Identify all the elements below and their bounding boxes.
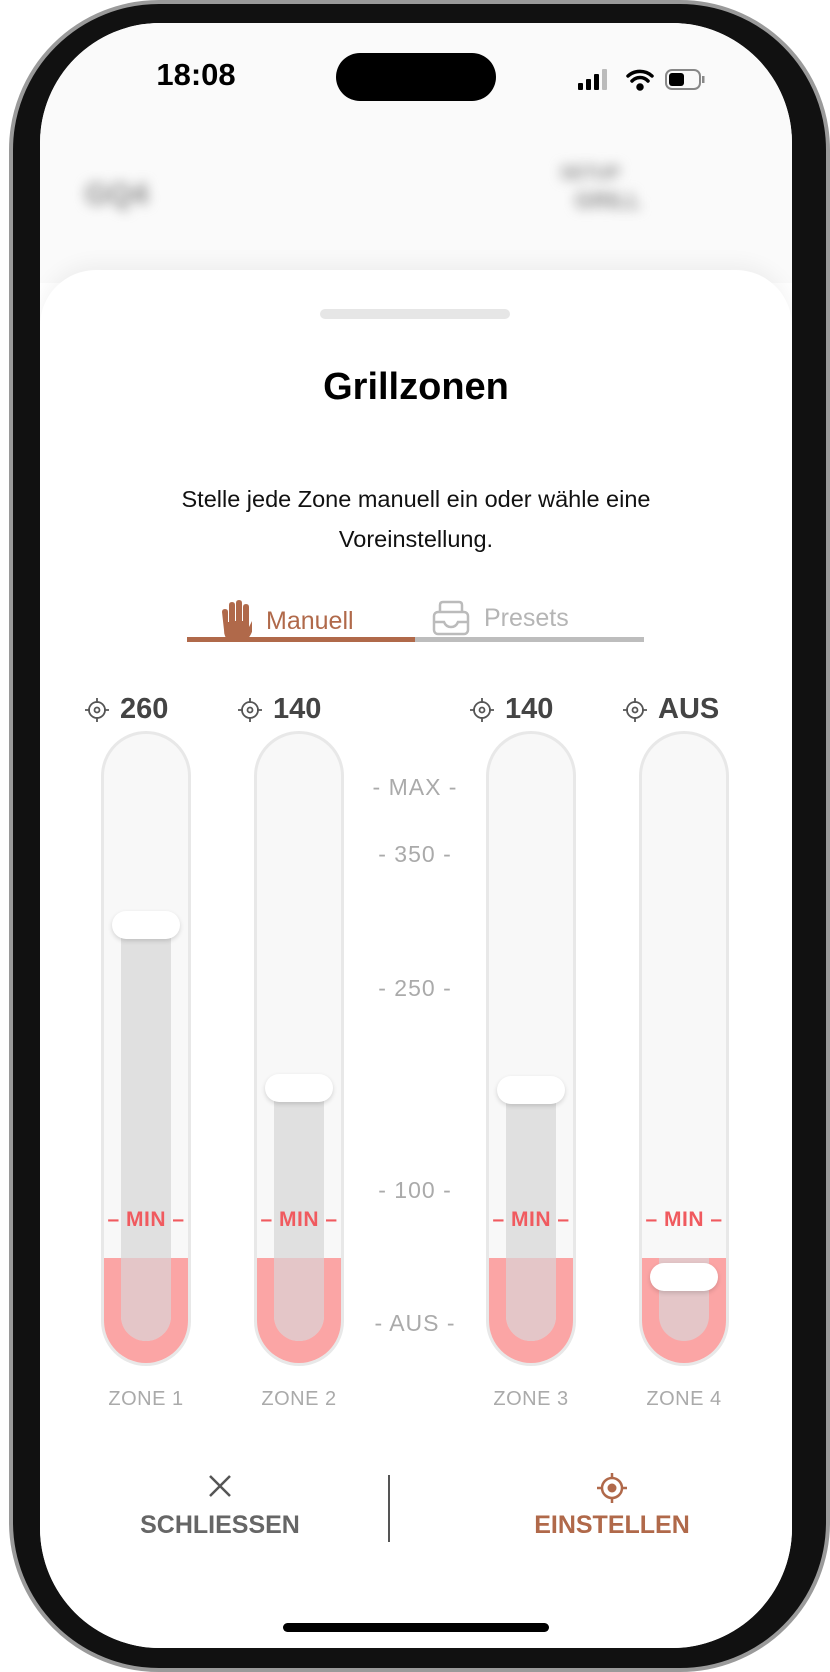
target-icon — [623, 697, 647, 722]
sheet-subtitle: Stelle jede Zone manuell ein oder wähle … — [181, 486, 651, 552]
target-icon — [597, 1473, 627, 1503]
apply-button-icon-wrap[interactable] — [595, 1471, 629, 1510]
zone-slider[interactable]: – MIN – — [254, 731, 344, 1366]
tab-manuell-label: Manuell — [266, 606, 354, 635]
close-button-icon-wrap[interactable] — [207, 1473, 233, 1504]
zone-label: ZONE 4 — [646, 1388, 722, 1410]
zone-label: ZONE 1 — [108, 1388, 184, 1410]
target-icon — [85, 697, 109, 722]
wifi-icon — [626, 69, 654, 91]
close-button[interactable]: SCHLIESSEN — [140, 1511, 300, 1539]
zone-value-text: 140 — [273, 693, 322, 725]
zone-label: ZONE 2 — [261, 1388, 337, 1410]
zone-label: ZONE 3 — [493, 1388, 569, 1410]
dynamic-island — [336, 53, 496, 101]
tab-presets[interactable]: Presets — [432, 600, 569, 636]
target-icon — [238, 697, 262, 722]
button-divider — [388, 1475, 390, 1542]
min-label: MIN — [664, 1208, 704, 1231]
close-icon — [209, 1475, 231, 1497]
zone-value: AUS — [622, 693, 719, 726]
home-indicator — [283, 1623, 549, 1632]
sheet-title: Grillzonen — [323, 366, 509, 408]
zone-value-text: 260 — [120, 693, 169, 725]
scale-label-350: - 350 - — [378, 841, 452, 867]
tab-indicator-active — [187, 637, 415, 642]
slider-fill-off — [506, 1258, 556, 1341]
scale-label-250: - 250 - — [378, 975, 452, 1001]
target-icon — [470, 697, 494, 722]
slider-fill-off — [274, 1258, 324, 1341]
slider-knob[interactable] — [650, 1263, 718, 1291]
min-label: MIN — [126, 1208, 166, 1231]
min-marker: – MIN – — [645, 1208, 723, 1231]
tray-icon — [432, 600, 470, 636]
zone-value-text: AUS — [658, 693, 720, 725]
screen: GQ4 SETUP GRILL 18:08 Grillzonen Stelle … — [40, 23, 792, 1648]
slider-knob[interactable] — [112, 911, 180, 939]
scale-label-max: - MAX - — [372, 774, 458, 800]
slider-fill-off — [121, 1258, 171, 1341]
apply-button[interactable]: EINSTELLEN — [534, 1511, 690, 1539]
sheet-drag-handle[interactable] — [320, 309, 510, 319]
status-time: 18:08 — [156, 57, 236, 92]
background-right-top: SETUP — [560, 163, 621, 183]
hand-icon — [222, 600, 252, 642]
min-marker: – MIN – — [260, 1208, 338, 1231]
slider-knob[interactable] — [497, 1076, 565, 1104]
zone-value: 140 — [469, 693, 553, 726]
slider-knob[interactable] — [265, 1074, 333, 1102]
min-marker: – MIN – — [492, 1208, 570, 1231]
tab-manuell[interactable]: Manuell — [216, 600, 354, 642]
zone-value: 260 — [84, 693, 168, 726]
zone-slider[interactable]: – MIN – — [101, 731, 191, 1366]
zone-value: 140 — [237, 693, 321, 726]
tab-presets-label: Presets — [484, 603, 569, 632]
zone-value-text: 140 — [505, 693, 554, 725]
background-right-bottom: GRILL — [575, 188, 641, 213]
zone-slider[interactable]: – MIN – — [486, 731, 576, 1366]
min-label: MIN — [511, 1208, 551, 1231]
zone-slider[interactable]: – MIN – — [639, 731, 729, 1366]
tab-indicator-inactive — [415, 637, 644, 642]
scale-label-aus: - AUS - — [374, 1310, 456, 1336]
min-marker: – MIN – — [107, 1208, 185, 1231]
scale-label-100: - 100 - — [378, 1177, 452, 1203]
battery-icon — [665, 69, 705, 90]
background-title: GQ4 — [85, 178, 149, 211]
min-label: MIN — [279, 1208, 319, 1231]
status-icons — [578, 69, 705, 91]
cellular-signal-icon — [578, 69, 607, 90]
